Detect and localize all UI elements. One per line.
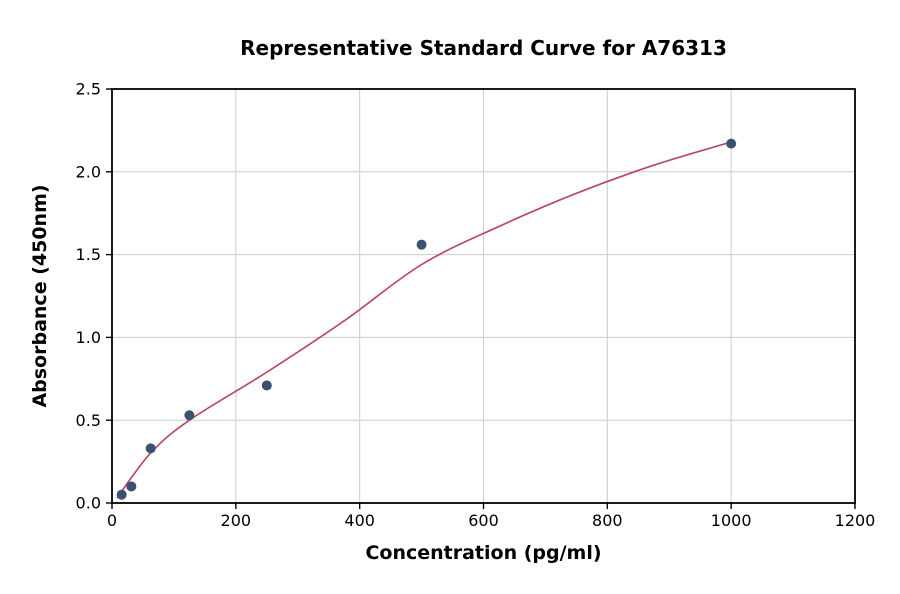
x-tick-label: 400 — [344, 511, 375, 530]
x-tick-label: 1200 — [835, 511, 876, 530]
data-point — [145, 443, 156, 454]
chart-title: Representative Standard Curve for A76313 — [240, 36, 727, 60]
y-tick-label: 1.5 — [76, 245, 101, 264]
x-axis-label: Concentration (pg/ml) — [365, 542, 602, 564]
y-tick-label: 2.0 — [76, 162, 101, 181]
data-point — [184, 410, 195, 421]
y-axis-label: Absorbance (450nm) — [29, 184, 51, 408]
y-tick-label: 0.0 — [76, 494, 101, 513]
y-tick-label: 2.5 — [76, 80, 101, 99]
x-tick-label: 600 — [468, 511, 499, 530]
y-tick-label: 1.0 — [76, 328, 101, 347]
x-tick-label: 200 — [221, 511, 252, 530]
data-point — [416, 239, 427, 250]
data-point — [126, 481, 137, 492]
x-tick-label: 800 — [592, 511, 623, 530]
data-point — [116, 489, 127, 500]
data-point — [261, 380, 272, 391]
x-tick-label: 0 — [107, 511, 117, 530]
data-point — [726, 138, 737, 149]
x-tick-label: 1000 — [711, 511, 752, 530]
y-tick-label: 0.5 — [76, 411, 101, 430]
fit-curve-line — [116, 141, 732, 499]
